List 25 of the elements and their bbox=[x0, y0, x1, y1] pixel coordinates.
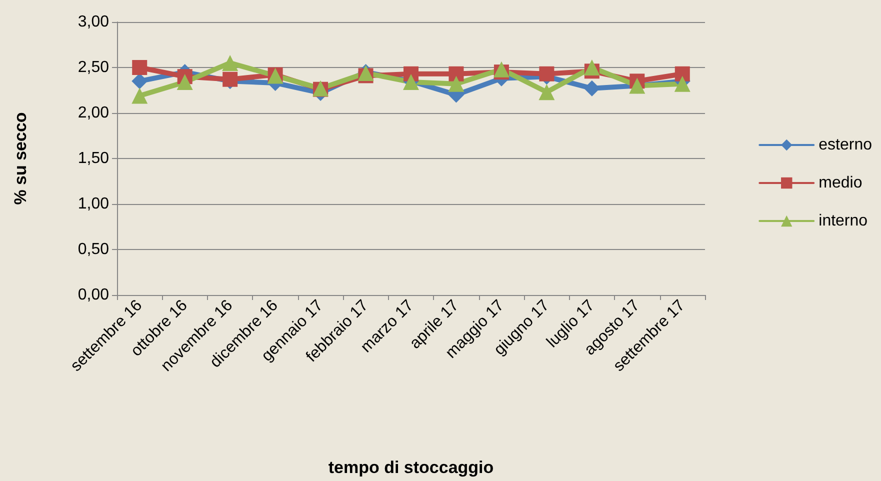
point bbox=[132, 60, 148, 75]
point bbox=[176, 74, 193, 90]
point bbox=[448, 76, 464, 92]
y-tick-label: 2,00 bbox=[78, 104, 110, 122]
legend-label: esterno bbox=[818, 136, 872, 154]
point bbox=[584, 60, 600, 76]
legend-label: interno bbox=[818, 212, 868, 230]
x-axis-title: tempo di stoccaggio bbox=[328, 458, 494, 477]
point bbox=[538, 84, 555, 100]
y-tick-label: 0,50 bbox=[78, 241, 110, 258]
point bbox=[222, 54, 238, 71]
y-tick-label: 0,00 bbox=[78, 286, 110, 304]
y-tick-label: 3,00 bbox=[78, 14, 110, 30]
y-axis-title: % su secco bbox=[11, 112, 30, 205]
point bbox=[584, 80, 600, 96]
y-tick-label: 1,50 bbox=[78, 150, 110, 167]
point bbox=[539, 66, 554, 82]
y-tick-label: 1,00 bbox=[78, 196, 110, 212]
legend-label: medio bbox=[818, 174, 862, 192]
point bbox=[222, 72, 238, 87]
point bbox=[132, 73, 148, 90]
point bbox=[132, 88, 148, 104]
y-tick-label: 2,50 bbox=[78, 59, 110, 76]
point bbox=[448, 66, 464, 82]
point bbox=[493, 61, 510, 78]
